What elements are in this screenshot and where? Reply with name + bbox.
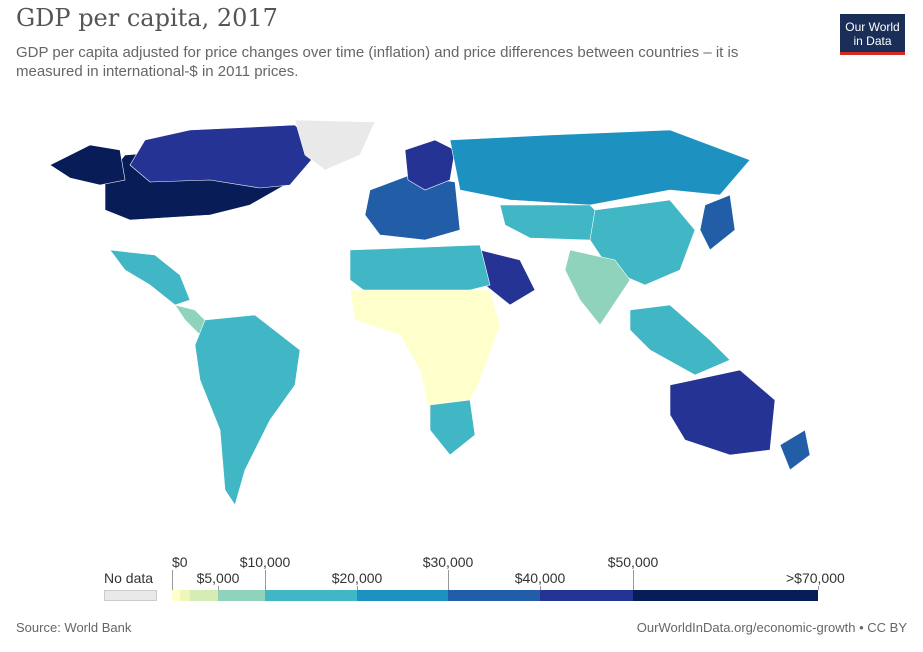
legend-bin-1[interactable] xyxy=(180,590,190,601)
source-note: Source: World Bank xyxy=(16,620,132,635)
region-north-africa[interactable] xyxy=(349,244,491,296)
region-mexico[interactable] xyxy=(109,249,191,306)
region-southern-africa[interactable] xyxy=(429,399,476,456)
region-greenland[interactable] xyxy=(294,119,376,171)
legend-tick-lower xyxy=(357,586,358,590)
region-scandinavia[interactable] xyxy=(404,139,456,191)
legend-label-lower: $20,000 xyxy=(331,570,383,586)
region-india[interactable] xyxy=(564,249,631,326)
region-russia[interactable] xyxy=(449,129,751,206)
region-western-europe[interactable] xyxy=(364,174,461,241)
legend-label-lower: >$70,000 xyxy=(786,570,845,586)
legend-label-upper: $50,000 xyxy=(607,554,659,570)
legend-bin-2[interactable] xyxy=(190,590,218,601)
legend-tick-upper xyxy=(265,570,266,590)
chart-subtitle: GDP per capita adjusted for price change… xyxy=(16,44,739,80)
legend-bin-4[interactable] xyxy=(265,590,357,601)
legend-no-data-swatch[interactable] xyxy=(104,590,157,601)
legend-tick-upper xyxy=(448,570,449,590)
legend-bin-5[interactable] xyxy=(357,590,448,601)
logo-line-1: Our World xyxy=(845,20,900,34)
legend-no-data-label: No data xyxy=(104,570,154,586)
owid-logo[interactable]: Our World in Data xyxy=(840,14,905,55)
legend-tick-lower xyxy=(540,586,541,590)
legend-label-upper: $0 xyxy=(172,554,188,570)
legend-bin-0[interactable] xyxy=(172,590,180,601)
world-map[interactable] xyxy=(30,110,850,520)
region-sub-saharan-africa[interactable] xyxy=(349,289,501,421)
legend-tick-upper xyxy=(633,570,634,590)
map-legend: No data $0 $10,000 $30,000 $50,000 $5,000 $20… xyxy=(0,540,923,610)
legend-label-lower: $5,000 xyxy=(196,570,240,586)
region-alaska[interactable] xyxy=(49,144,126,186)
legend-bin-6[interactable] xyxy=(448,590,540,601)
legend-tick-lower xyxy=(818,586,819,590)
region-canada[interactable] xyxy=(129,124,321,189)
chart-title: GDP per capita, 2017 xyxy=(16,4,278,32)
region-australia[interactable] xyxy=(669,369,776,456)
legend-label-upper: $10,000 xyxy=(239,554,291,570)
legend-tick-upper xyxy=(172,570,173,590)
region-south-america[interactable] xyxy=(194,314,301,506)
legend-label-lower: $40,000 xyxy=(514,570,566,586)
legend-bin-7[interactable] xyxy=(540,590,633,601)
legend-label-upper: $30,000 xyxy=(422,554,474,570)
legend-bin-8[interactable] xyxy=(633,590,818,601)
logo-line-2: in Data xyxy=(853,34,892,48)
region-new-zealand[interactable] xyxy=(779,429,811,471)
legend-bin-3[interactable] xyxy=(218,590,265,601)
region-japan[interactable] xyxy=(699,194,736,251)
legend-tick-lower xyxy=(218,586,219,590)
credit-link[interactable]: OurWorldInData.org/economic-growth • CC … xyxy=(636,620,907,635)
region-southeast-asia[interactable] xyxy=(629,304,731,376)
